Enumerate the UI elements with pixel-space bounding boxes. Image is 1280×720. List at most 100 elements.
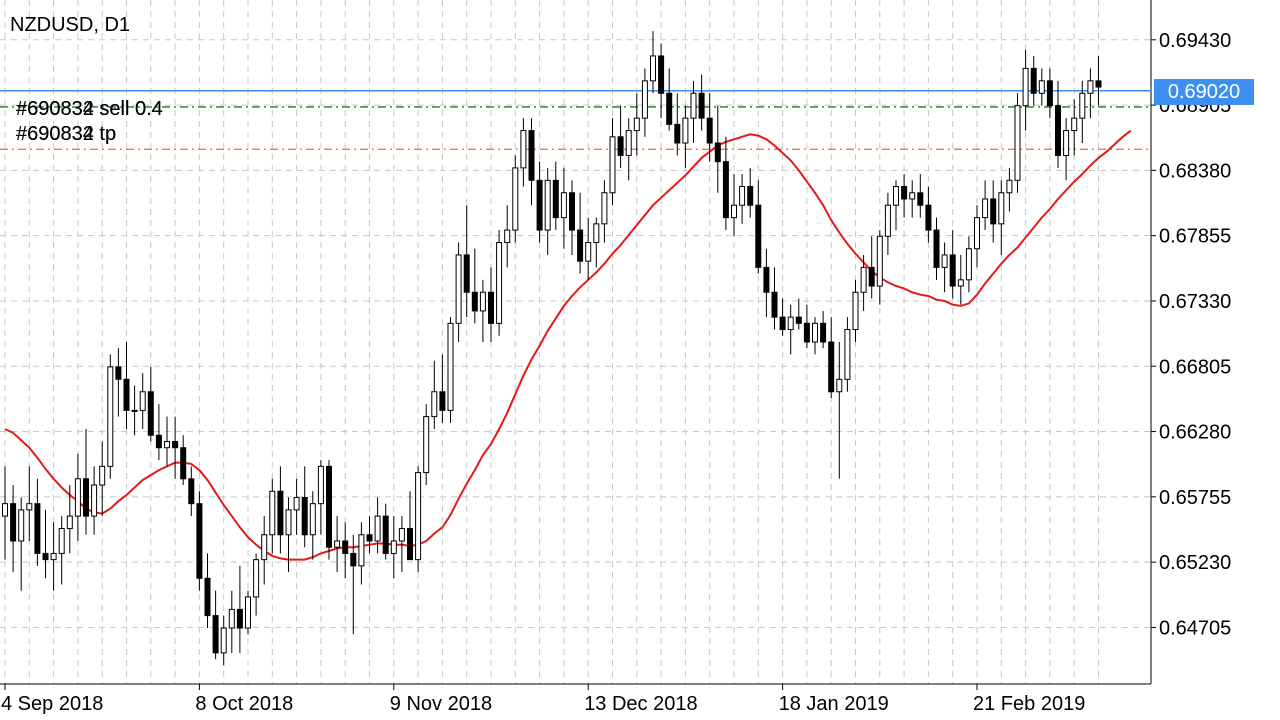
bear-candle-body (488, 291, 494, 324)
bear-candle-body (779, 316, 786, 331)
candle (196, 491, 203, 591)
candle (512, 155, 519, 243)
bear-candle-body (1046, 80, 1053, 107)
bull-candle-body (601, 192, 608, 225)
candle (204, 553, 211, 629)
bull-candle-body (245, 596, 251, 629)
bull-candle-body (18, 509, 25, 542)
bear-candle-body (326, 465, 332, 548)
bear-candle-body (917, 192, 924, 206)
bull-candle-body (1014, 105, 1021, 181)
candle (949, 230, 956, 299)
candle (795, 298, 802, 330)
bull-candle-body (415, 472, 422, 561)
bear-candle-body (698, 92, 705, 119)
bull-candle-body (447, 322, 454, 411)
candle (690, 80, 697, 144)
candle (220, 615, 227, 666)
candle (1071, 99, 1078, 156)
candle (26, 466, 33, 541)
bear-candle-body (463, 254, 470, 293)
candle (131, 385, 138, 436)
candle (844, 317, 851, 392)
bull-candle-body (455, 254, 462, 324)
candle (471, 248, 478, 324)
candle (771, 267, 778, 330)
bear-candle-body (236, 608, 243, 629)
candle (1095, 55, 1102, 106)
tp-order-label[interactable]: #690834 tp (16, 123, 117, 145)
candle (350, 534, 357, 635)
bull-candle-body (269, 490, 276, 536)
bull-candle-body (1038, 80, 1045, 94)
candle (1006, 167, 1013, 212)
x-tick-label: 8 Oct 2018 (195, 693, 293, 715)
bull-candle-body (731, 204, 737, 219)
candle (50, 522, 57, 591)
bull-candle-body (876, 235, 883, 287)
bear-candle-body (658, 55, 665, 94)
bear-candle-body (714, 142, 721, 163)
candle (1063, 118, 1070, 181)
y-tick-label: 0.66280 (1159, 422, 1231, 444)
bull-candle-body (585, 242, 592, 262)
candle (342, 522, 349, 579)
tp-order-label-overlay: #690832 tp (16, 123, 117, 145)
bull-candle-body (50, 552, 57, 561)
candle (990, 180, 997, 243)
y-tick-label: 0.65230 (1159, 552, 1231, 574)
bull-candle-body (739, 186, 746, 206)
candle (722, 136, 729, 231)
candle (803, 304, 810, 349)
bull-candle-body (139, 391, 146, 411)
y-tick-label: 0.68380 (1159, 160, 1231, 182)
candle (447, 317, 454, 423)
candle (439, 354, 446, 423)
candle (147, 366, 154, 442)
x-tick-label: 4 Sep 2018 (1, 693, 103, 715)
candle (1079, 80, 1086, 144)
candle (544, 167, 551, 255)
candle (504, 205, 511, 268)
candle (569, 180, 575, 255)
bull-candle-body (99, 465, 106, 486)
candle (390, 516, 397, 579)
bull-candle-body (131, 409, 138, 412)
candle (415, 466, 422, 573)
candle (747, 167, 754, 218)
candle (617, 105, 624, 168)
bull-candle-body (431, 391, 438, 418)
candle (609, 118, 616, 206)
candle (34, 478, 41, 566)
candle (496, 230, 503, 336)
bull-candle-body (884, 204, 891, 237)
candle (674, 93, 681, 156)
bear-candle-body (212, 615, 219, 654)
candle (253, 553, 260, 616)
candle (731, 174, 737, 237)
candle (293, 478, 300, 535)
bear-candle-body (925, 204, 932, 231)
bull-candle-body (253, 559, 260, 598)
candle (868, 236, 875, 299)
order-levels (0, 90, 1151, 150)
bear-candle-body (820, 322, 827, 343)
bear-candle-body (350, 552, 357, 567)
candle (18, 497, 25, 591)
bull-candle-body (107, 366, 114, 467)
x-tick-label: 21 Feb 2019 (973, 693, 1085, 715)
bull-candle-body (982, 198, 989, 219)
candle (560, 167, 567, 249)
bull-candle-body (682, 117, 689, 144)
bull-candle-body (641, 80, 648, 119)
candle (309, 491, 316, 560)
candle (326, 460, 332, 560)
candle (245, 590, 251, 635)
bull-candle-body (26, 503, 33, 511)
bull-candle-body (844, 329, 851, 380)
bull-candle-body (285, 509, 292, 536)
sell-order-label[interactable]: #690834 sell 0.4 (16, 98, 163, 120)
bear-candle-body (1095, 80, 1102, 88)
bull-candle-body (941, 254, 948, 268)
